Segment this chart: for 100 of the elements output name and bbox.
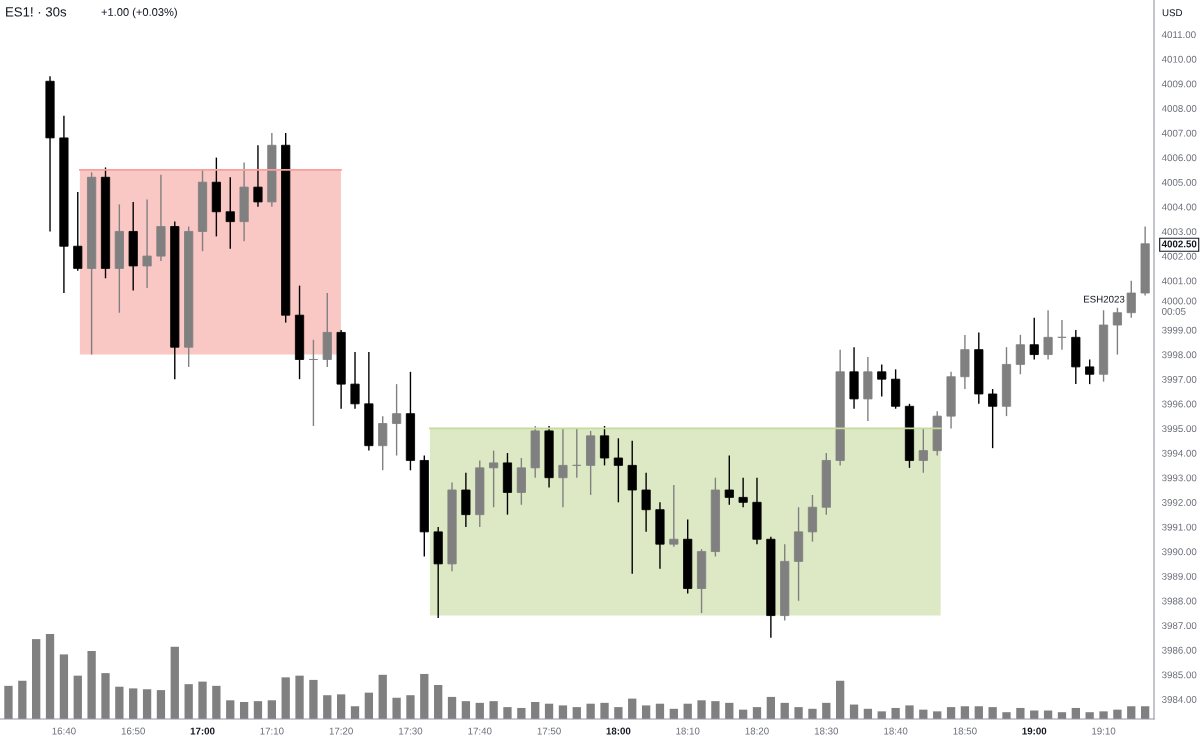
bar — [4, 685, 13, 719]
bar — [1113, 709, 1122, 719]
y-tick-label: 3986.00 — [1162, 646, 1197, 654]
y-tick-label: 3994.00 — [1162, 449, 1197, 457]
bar — [960, 706, 970, 719]
y-tick-label: 3985.00 — [1162, 671, 1197, 679]
bar — [475, 702, 484, 719]
bar — [59, 654, 69, 719]
bar — [558, 705, 568, 719]
y-tick-label: 3998.00 — [1162, 351, 1197, 359]
y-tick-label: 3990.00 — [1162, 548, 1197, 556]
bar — [794, 707, 803, 719]
y-tick-label: 3996.00 — [1162, 400, 1197, 408]
y-tick-label: 4002.50 — [1161, 240, 1197, 248]
x-tick-label: 16:50 — [121, 727, 145, 735]
x-tick-label: 16:40 — [52, 727, 76, 735]
bar — [18, 680, 27, 719]
x-tick-label: 18:10 — [676, 727, 700, 735]
bar — [226, 700, 235, 719]
bar — [836, 680, 845, 719]
bar — [239, 702, 249, 719]
bar — [461, 701, 471, 719]
bar — [295, 675, 304, 719]
bar — [32, 639, 41, 719]
x-tick-label: 18:20 — [745, 727, 769, 735]
text: +1.00 (+0.03%) — [101, 7, 177, 19]
y-tick-label: 4003.00 — [1161, 228, 1197, 236]
y-tick-label: 3999.00 — [1162, 326, 1197, 334]
bar — [614, 707, 623, 719]
bar — [364, 692, 374, 719]
x-tick-label: 19:00 — [1022, 727, 1047, 735]
bar — [725, 702, 734, 719]
bar — [115, 686, 124, 719]
y-tick-label: 4005.00 — [1161, 178, 1197, 186]
bar — [641, 705, 651, 719]
y-tick-label: 4006.00 — [1161, 154, 1197, 162]
x-tick-label: 18:30 — [814, 727, 839, 735]
candlestick — [988, 388, 998, 449]
candlestick — [378, 415, 388, 471]
bar — [45, 634, 55, 719]
x-tick-label: 18:50 — [953, 727, 977, 735]
candlestick — [350, 351, 360, 410]
bar — [489, 701, 498, 719]
bar — [600, 702, 609, 719]
y-tick-label: 3997.00 — [1162, 375, 1197, 383]
bar — [517, 707, 526, 719]
bar — [447, 696, 457, 719]
candlestick — [877, 363, 887, 398]
bar — [406, 695, 415, 719]
candlestick — [558, 427, 568, 508]
bar — [323, 695, 332, 719]
bar — [974, 706, 983, 719]
x-tick-label: 17:50 — [537, 727, 561, 735]
candlestick — [225, 176, 235, 250]
x-tick-label: 17:40 — [468, 727, 492, 735]
y-tick-label: 4010.00 — [1161, 55, 1197, 63]
bar — [1127, 706, 1136, 719]
y-tick-label: 4001.00 — [1161, 277, 1197, 285]
y-tick-label: 4008.00 — [1161, 105, 1197, 112]
bar — [1099, 711, 1108, 719]
bar — [711, 701, 720, 719]
bar — [184, 684, 193, 719]
bar — [392, 697, 401, 719]
candlestick — [73, 191, 83, 272]
candlestick — [1112, 307, 1122, 356]
bar — [420, 673, 429, 719]
bar — [434, 685, 443, 719]
candlestick — [738, 476, 748, 508]
candlestick — [1015, 334, 1025, 375]
bar — [503, 707, 512, 719]
bar — [1140, 706, 1150, 719]
bar — [766, 696, 776, 719]
candlestick — [613, 437, 623, 504]
bar — [822, 702, 831, 719]
bar — [73, 675, 82, 719]
y-tick-label: 3988.00 — [1162, 597, 1197, 605]
bar — [170, 646, 179, 719]
x-tick-label: 17:20 — [329, 727, 353, 735]
bar — [891, 707, 900, 719]
y-tick-label: 3987.00 — [1162, 622, 1197, 630]
y-tick-label: 3995.00 — [1162, 425, 1197, 433]
bar — [780, 702, 789, 719]
bar — [212, 685, 221, 719]
y-axis-title: USD — [1162, 9, 1183, 17]
x-tick-label: 17:30 — [399, 727, 423, 735]
y-tick-label: 3984.00 — [1162, 696, 1197, 703]
bar — [697, 700, 706, 719]
bar — [628, 698, 637, 719]
candlestick — [724, 454, 734, 506]
bar — [336, 694, 346, 719]
y-tick-label: 3992.00 — [1162, 499, 1197, 506]
y-tick-label: 3991.00 — [1162, 523, 1197, 531]
x-tick-label: 18:40 — [884, 727, 908, 735]
bar — [253, 701, 263, 719]
bar — [281, 677, 290, 719]
annotation: ESH2023 — [1083, 295, 1125, 303]
candlestick — [1126, 280, 1136, 319]
candlestick — [489, 449, 499, 508]
x-tick-label: 17:00 — [190, 727, 215, 735]
bar — [129, 688, 138, 719]
